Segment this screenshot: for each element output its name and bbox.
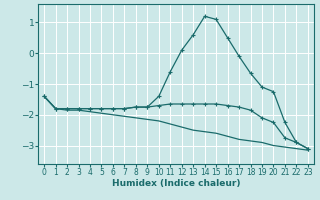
X-axis label: Humidex (Indice chaleur): Humidex (Indice chaleur) [112,179,240,188]
